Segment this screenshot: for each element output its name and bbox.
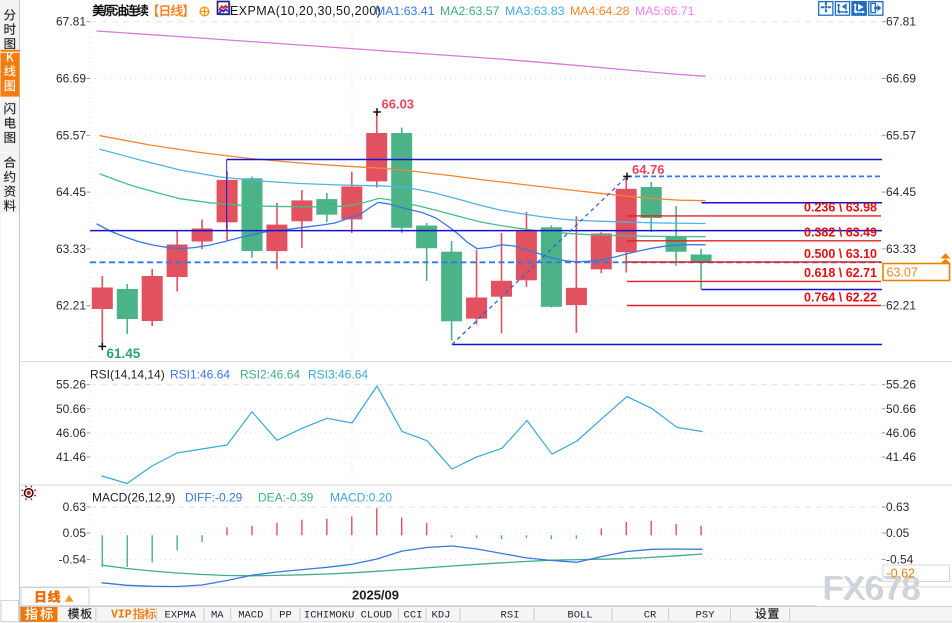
svg-text:EXPMA: EXPMA — [164, 609, 196, 621]
svg-text:0.63: 0.63 — [886, 500, 910, 514]
svg-text:41.46: 41.46 — [886, 450, 916, 464]
svg-text:62.21: 62.21 — [886, 299, 916, 313]
svg-text:0.63: 0.63 — [63, 500, 87, 514]
svg-text:-0.54: -0.54 — [59, 553, 87, 567]
svg-text:PSY: PSY — [696, 609, 716, 621]
svg-text:66.69: 66.69 — [886, 72, 916, 86]
svg-text:67.81: 67.81 — [56, 15, 86, 29]
svg-text:0.05: 0.05 — [886, 526, 910, 540]
svg-text:64.45: 64.45 — [886, 185, 916, 199]
svg-text:MA4:64.28: MA4:64.28 — [570, 4, 630, 18]
svg-text:65.57: 65.57 — [56, 128, 86, 142]
svg-text:CR: CR — [644, 609, 657, 621]
svg-text:41.46: 41.46 — [56, 450, 86, 464]
svg-text:RSI: RSI — [501, 609, 520, 621]
svg-text:67.81: 67.81 — [886, 15, 916, 29]
svg-text:VIP: VIP — [111, 609, 132, 622]
svg-text:MACD:0.20: MACD:0.20 — [330, 491, 392, 505]
svg-text:2025/09: 2025/09 — [352, 588, 399, 603]
svg-text:50.66: 50.66 — [56, 402, 86, 416]
svg-text:0.05: 0.05 — [63, 526, 87, 540]
svg-text:46.06: 46.06 — [886, 426, 916, 440]
svg-text:-0.62: -0.62 — [887, 567, 916, 581]
svg-text:BOLL: BOLL — [567, 609, 592, 621]
svg-text:DEA:-0.39: DEA:-0.39 — [258, 491, 314, 505]
svg-text:PP: PP — [279, 609, 292, 621]
svg-text:EXPMA(10,20,30,50,200): EXPMA(10,20,30,50,200) — [230, 4, 381, 18]
svg-text:64.76: 64.76 — [632, 162, 665, 177]
svg-text:DIFF:-0.29: DIFF:-0.29 — [185, 491, 243, 505]
svg-text:62.21: 62.21 — [56, 299, 86, 313]
svg-text:55.26: 55.26 — [886, 378, 916, 392]
svg-text:-0.54: -0.54 — [886, 553, 914, 567]
svg-text:0.500 \ 63.10: 0.500 \ 63.10 — [804, 247, 877, 261]
svg-text:KDJ: KDJ — [432, 609, 451, 621]
svg-text:MACD: MACD — [238, 609, 263, 621]
svg-text:50.66: 50.66 — [886, 402, 916, 416]
svg-text:FX678: FX678 — [822, 569, 919, 606]
svg-text:MA2:63.57: MA2:63.57 — [440, 4, 500, 18]
svg-text:61.45: 61.45 — [107, 346, 141, 361]
svg-text:64.45: 64.45 — [56, 185, 86, 199]
svg-text:RSI3:46.64: RSI3:46.64 — [308, 368, 368, 382]
svg-text:66.03: 66.03 — [382, 97, 415, 112]
svg-text:63.33: 63.33 — [56, 242, 86, 256]
svg-text:0.618 \ 62.71: 0.618 \ 62.71 — [804, 266, 877, 280]
svg-text:ICHIMOKU CLOUD: ICHIMOKU CLOUD — [304, 609, 392, 621]
svg-text:66.69: 66.69 — [56, 72, 86, 86]
svg-text:MACD(26,12,9): MACD(26,12,9) — [92, 491, 175, 505]
svg-text:46.06: 46.06 — [56, 426, 86, 440]
svg-text:0.236 \ 63.98: 0.236 \ 63.98 — [804, 201, 877, 215]
svg-text:0.764 \ 62.22: 0.764 \ 62.22 — [804, 290, 877, 304]
svg-text:MA: MA — [211, 609, 224, 621]
svg-text:RSI(14,14,14): RSI(14,14,14) — [90, 368, 165, 382]
svg-text:63.33: 63.33 — [886, 242, 916, 256]
svg-text:0.382 \ 63.49: 0.382 \ 63.49 — [804, 226, 877, 240]
svg-text:63.07: 63.07 — [887, 265, 918, 279]
svg-text:MA3:63.83: MA3:63.83 — [505, 4, 565, 18]
svg-text:CCI: CCI — [404, 609, 423, 621]
svg-text:65.57: 65.57 — [886, 128, 916, 142]
svg-text:MA5:66.71: MA5:66.71 — [635, 4, 695, 18]
svg-text:55.26: 55.26 — [56, 378, 86, 392]
svg-text:FX678: FX678 — [824, 570, 921, 607]
svg-text:MA1:63.41: MA1:63.41 — [375, 4, 435, 18]
svg-text:RSI1:46.64: RSI1:46.64 — [170, 368, 230, 382]
svg-text:RSI2:46.64: RSI2:46.64 — [240, 368, 300, 382]
